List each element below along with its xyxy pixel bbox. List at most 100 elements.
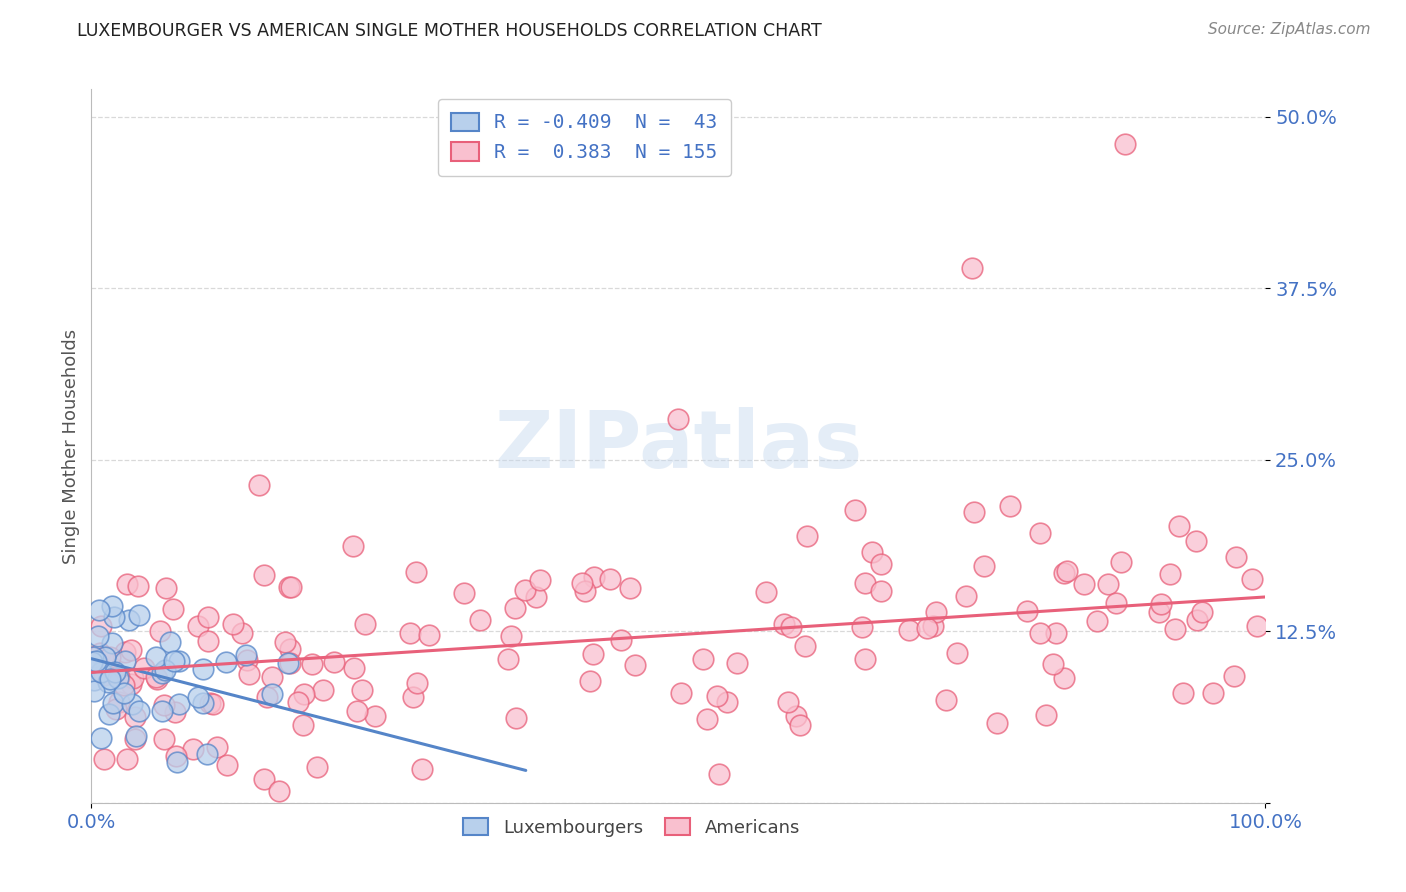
Point [696, 712, 718, 726]
Point [499, 629, 522, 643]
Point [169, 698, 191, 712]
Point [853, 576, 876, 591]
Point [162, 602, 184, 616]
Point [183, 742, 205, 756]
Point [236, 653, 259, 667]
Point [215, 758, 238, 772]
Y-axis label: Single Mother Households: Single Mother Households [62, 328, 80, 564]
Point [610, 633, 633, 648]
Point [1223, 669, 1246, 683]
Point [860, 544, 883, 558]
Point [165, 705, 187, 719]
Point [128, 704, 150, 718]
Point [709, 767, 731, 781]
Point [1185, 613, 1208, 627]
Point [163, 654, 186, 668]
Point [167, 654, 190, 668]
Point [121, 643, 143, 657]
Point [127, 579, 149, 593]
Point [1042, 657, 1064, 671]
Point [200, 696, 222, 710]
Point [114, 654, 136, 668]
Point [579, 673, 602, 688]
Point [90, 665, 112, 679]
Point [269, 784, 291, 798]
Point [785, 709, 807, 723]
Point [166, 755, 188, 769]
Point [789, 718, 811, 732]
Point [346, 705, 368, 719]
Point [898, 623, 921, 637]
Point [853, 652, 876, 666]
Point [280, 580, 302, 594]
Point [343, 660, 366, 674]
Point [669, 686, 692, 700]
Point [91, 651, 114, 665]
Point [120, 677, 142, 691]
Point [104, 701, 127, 715]
Point [107, 670, 129, 684]
Point [82, 655, 104, 669]
Point [725, 657, 748, 671]
Point [1147, 605, 1170, 619]
Point [292, 687, 315, 701]
Point [955, 589, 977, 603]
Point [773, 617, 796, 632]
Point [256, 690, 278, 705]
Point [132, 661, 155, 675]
Point [1029, 626, 1052, 640]
Point [1035, 708, 1057, 723]
Point [145, 670, 167, 684]
Point [274, 635, 297, 649]
Point [925, 605, 948, 619]
Point [124, 709, 146, 723]
Point [307, 760, 329, 774]
Point [692, 652, 714, 666]
Point [505, 710, 527, 724]
Point [122, 671, 145, 685]
Point [124, 731, 146, 746]
Point [145, 650, 167, 665]
Point [1191, 605, 1213, 619]
Point [986, 716, 1008, 731]
Point [399, 625, 422, 640]
Point [90, 731, 112, 745]
Point [197, 633, 219, 648]
Point [1159, 566, 1181, 581]
Point [165, 748, 187, 763]
Point [496, 652, 519, 666]
Point [115, 577, 138, 591]
Point [470, 613, 492, 627]
Point [1246, 619, 1268, 633]
Point [619, 581, 641, 595]
Point [193, 696, 215, 710]
Point [350, 683, 373, 698]
Point [405, 566, 427, 580]
Point [118, 613, 141, 627]
Point [100, 636, 122, 650]
Point [90, 619, 112, 633]
Point [249, 478, 271, 492]
Point [405, 675, 427, 690]
Point [278, 656, 301, 670]
Point [851, 620, 873, 634]
Point [1073, 577, 1095, 591]
Point [159, 635, 181, 649]
Point [301, 657, 323, 672]
Point [112, 686, 135, 700]
Point [260, 688, 283, 702]
Point [101, 599, 124, 614]
Point [87, 603, 110, 617]
Point [1029, 525, 1052, 540]
Point [262, 670, 284, 684]
Point [529, 573, 551, 587]
Point [402, 690, 425, 705]
Point [97, 675, 120, 690]
Point [145, 672, 167, 686]
Point [98, 706, 121, 721]
Point [1225, 549, 1247, 564]
Point [84, 654, 107, 668]
Point [1168, 518, 1191, 533]
Point [193, 662, 215, 676]
Point [82, 650, 104, 665]
